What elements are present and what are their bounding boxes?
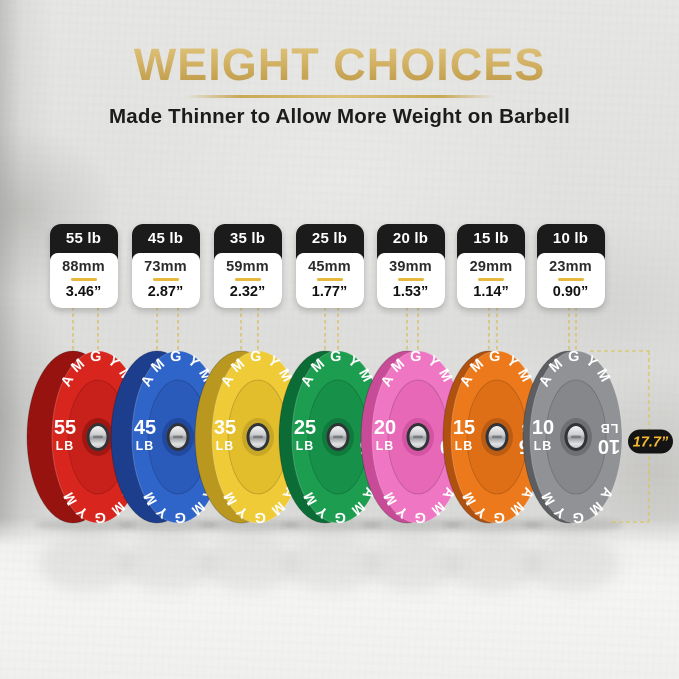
hub-slot — [492, 435, 502, 439]
plate-contact-shadow — [199, 518, 300, 532]
page-title: WEIGHT CHOICES — [0, 42, 679, 87]
hub-slot — [253, 435, 263, 439]
plate-contact-shadow — [35, 518, 136, 532]
svg-text:25: 25 — [294, 417, 316, 439]
svg-text:45: 45 — [134, 417, 156, 439]
diameter-measurement: 17.7” — [590, 350, 673, 523]
gold-divider — [234, 278, 261, 281]
spec-card-mm-value: 88mm — [62, 259, 105, 275]
svg-text:10: 10 — [598, 435, 620, 457]
plate-15lb: AMGYMAMGYM15LB15LB — [442, 349, 544, 525]
spec-card-inch-value: 1.53” — [392, 283, 429, 300]
plate-contact-shadow — [362, 518, 463, 532]
spec-card-weight-label: 55 lb — [65, 230, 102, 247]
spec-card-mm-value: 45mm — [308, 259, 351, 275]
spec-card-inch-value: 1.77” — [311, 283, 348, 300]
spec-card-mm-value: 59mm — [226, 259, 269, 275]
hub-slot — [413, 435, 423, 439]
diameter-badge — [628, 429, 673, 454]
spec-card: 55 lb 88mm 3.46” — [49, 224, 118, 308]
spec-card-weight-label: 45 lb — [147, 230, 184, 247]
spec-card-inch-value: 1.14” — [473, 283, 509, 300]
svg-text:55: 55 — [54, 417, 76, 439]
hub-slot — [333, 435, 343, 439]
gold-divider — [557, 278, 584, 281]
plate-contact-shadow — [117, 518, 218, 532]
gold-underline-decoration — [183, 95, 496, 98]
plate-20lb: AMGYMAMGYM20LB20LB — [360, 349, 465, 525]
svg-text:LB: LB — [376, 439, 395, 453]
plate-contact-shadow — [281, 518, 382, 532]
spec-card-weight-label: 25 lb — [311, 230, 348, 247]
spec-card-mm-value: 73mm — [144, 259, 187, 275]
spec-card: 45 lb 73mm 2.87” — [131, 224, 200, 308]
plate-contact-shadow — [443, 518, 543, 532]
header: WEIGHT CHOICES Made Thinner to Allow Mor… — [0, 0, 679, 129]
spec-card-inch-value: 0.90” — [552, 283, 589, 300]
svg-text:LB: LB — [296, 439, 315, 453]
spec-card-inch-value: 3.46” — [65, 283, 102, 300]
gold-divider — [152, 278, 179, 281]
spec-card: 15 lb 29mm 1.14” — [457, 224, 525, 308]
spec-card-inch-value: 2.32” — [229, 283, 266, 300]
floor-reflection — [446, 536, 540, 592]
floor-reflection — [284, 536, 379, 592]
svg-text:LB: LB — [534, 439, 553, 453]
spec-card-inch-value: 2.87” — [147, 283, 184, 300]
spec-card: 10 lb 23mm 0.90” — [536, 224, 605, 308]
floor-reflection — [365, 536, 460, 592]
spec-card-mm-value: 39mm — [389, 259, 432, 275]
spec-card-weight-label: 35 lb — [229, 230, 266, 247]
spec-card-mm-value: 29mm — [469, 259, 513, 275]
hub-slot — [93, 435, 103, 439]
hub-slot — [173, 435, 183, 439]
floor-reflection — [38, 536, 133, 592]
gold-divider — [397, 278, 424, 281]
svg-text:LB: LB — [455, 439, 474, 453]
page-subtitle: Made Thinner to Allow More Weight on Bar… — [109, 105, 570, 128]
plate-contact-shadow — [522, 518, 623, 532]
gold-divider — [316, 278, 343, 281]
svg-text:LB: LB — [600, 421, 619, 435]
svg-text:15: 15 — [453, 417, 475, 439]
gold-divider — [478, 278, 504, 281]
svg-text:20: 20 — [374, 417, 396, 439]
svg-text:LB: LB — [56, 439, 75, 453]
spec-card-weight-label: 10 lb — [552, 230, 589, 247]
gold-divider — [70, 278, 97, 281]
spec-card-mm-value: 23mm — [549, 259, 592, 275]
svg-text:LB: LB — [216, 439, 235, 453]
svg-text:LB: LB — [136, 439, 155, 453]
floor-reflection — [202, 536, 297, 592]
svg-text:35: 35 — [214, 417, 236, 439]
spec-card-weight-label: 15 lb — [473, 230, 509, 247]
hub-slot — [571, 435, 581, 439]
spec-card: 25 lb 45mm 1.77” — [295, 224, 364, 308]
spec-card: 35 lb 59mm 2.32” — [213, 224, 282, 308]
spec-card: 20 lb 39mm 1.53” — [376, 224, 445, 308]
diameter-badge-label: 17.7” — [633, 435, 669, 451]
svg-text:10: 10 — [532, 417, 554, 439]
floor-reflection — [525, 536, 620, 592]
spec-card-weight-label: 20 lb — [392, 230, 429, 247]
floor-reflection — [120, 536, 215, 592]
